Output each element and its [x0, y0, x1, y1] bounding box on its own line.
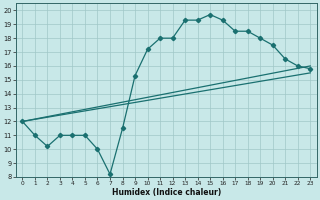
X-axis label: Humidex (Indice chaleur): Humidex (Indice chaleur) — [112, 188, 221, 197]
